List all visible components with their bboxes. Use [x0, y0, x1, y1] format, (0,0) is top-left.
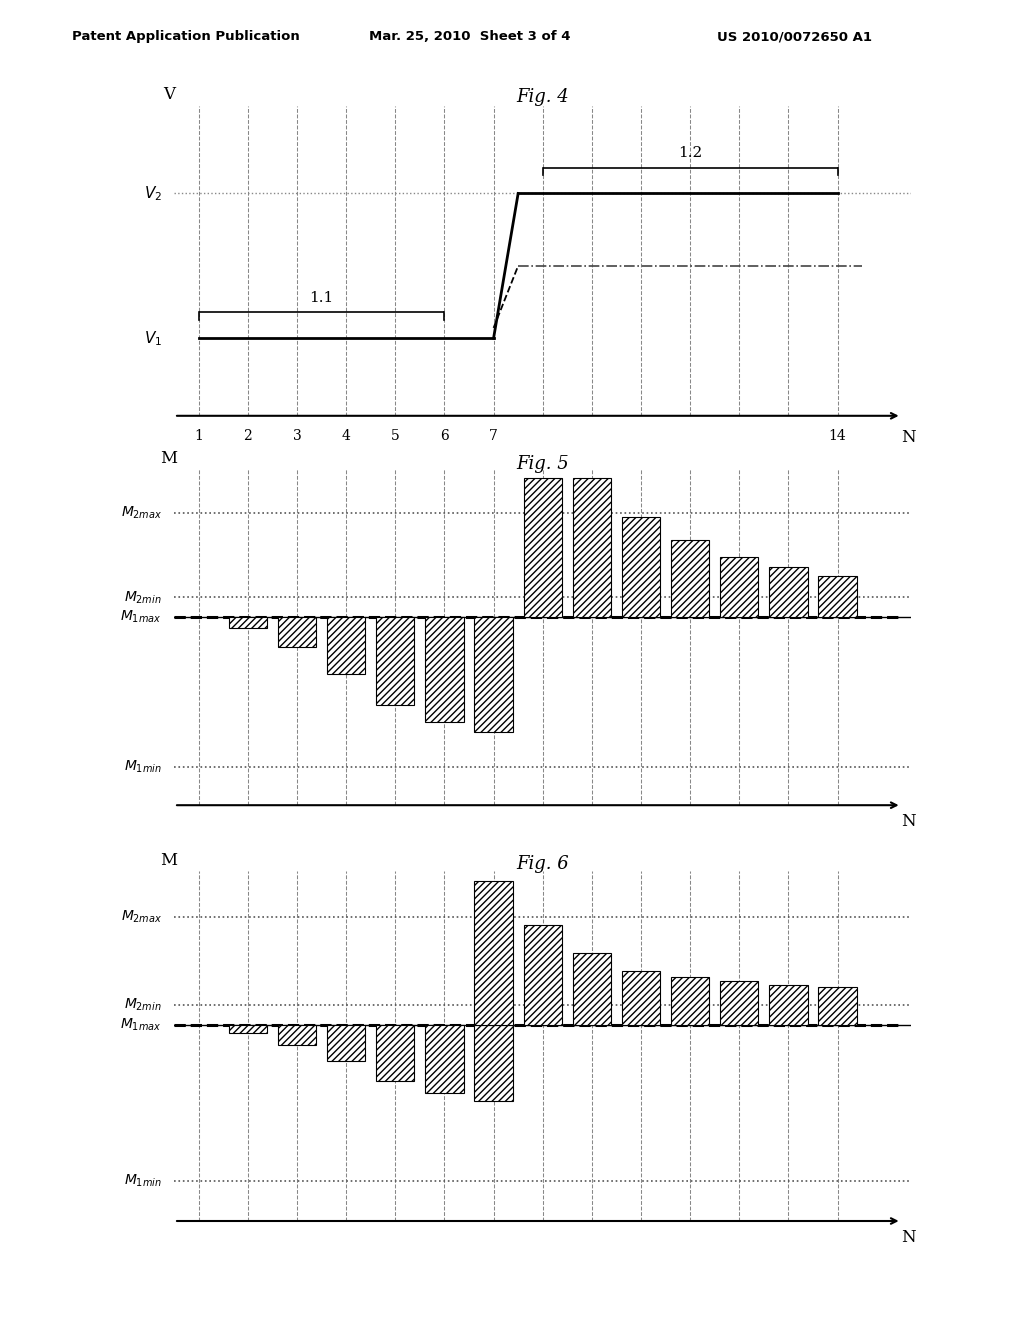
- Bar: [228, 616, 267, 628]
- Text: N: N: [901, 813, 916, 830]
- Text: $V_1$: $V_1$: [143, 329, 162, 347]
- Text: $M_{1min}$: $M_{1min}$: [124, 759, 162, 775]
- Text: $M_{1max}$: $M_{1max}$: [121, 1016, 162, 1034]
- Text: 2: 2: [244, 429, 252, 442]
- Bar: [474, 616, 513, 733]
- Bar: [720, 981, 759, 1026]
- Text: 14: 14: [828, 429, 847, 442]
- Bar: [622, 972, 660, 1026]
- Text: US 2010/0072650 A1: US 2010/0072650 A1: [717, 30, 871, 44]
- Bar: [327, 616, 366, 675]
- Text: 3: 3: [293, 429, 301, 442]
- Bar: [622, 516, 660, 616]
- Bar: [327, 1026, 366, 1061]
- Text: M: M: [161, 450, 178, 467]
- Text: $V_2$: $V_2$: [143, 185, 162, 203]
- Text: $M_{1min}$: $M_{1min}$: [124, 1173, 162, 1189]
- Bar: [376, 1026, 415, 1081]
- Text: 1: 1: [195, 429, 203, 442]
- Text: $M_{2max}$: $M_{2max}$: [121, 504, 162, 521]
- Bar: [720, 557, 759, 616]
- Text: Fig. 5: Fig. 5: [516, 455, 569, 474]
- Text: Fig. 4: Fig. 4: [516, 88, 569, 107]
- Text: 5: 5: [391, 429, 399, 442]
- Text: 6: 6: [440, 429, 449, 442]
- Bar: [572, 953, 611, 1026]
- Bar: [425, 616, 464, 722]
- Bar: [278, 616, 316, 648]
- Text: 4: 4: [342, 429, 350, 442]
- Text: V: V: [163, 86, 175, 103]
- Bar: [376, 616, 415, 705]
- Bar: [818, 987, 857, 1026]
- Bar: [572, 478, 611, 616]
- Bar: [278, 1026, 316, 1045]
- Bar: [769, 566, 808, 616]
- Text: M: M: [161, 853, 178, 869]
- Bar: [523, 925, 562, 1026]
- Bar: [769, 985, 808, 1026]
- Bar: [425, 1026, 464, 1093]
- Text: 7: 7: [489, 429, 498, 442]
- Text: N: N: [901, 429, 916, 446]
- Text: 1.1: 1.1: [309, 290, 334, 305]
- Text: Mar. 25, 2010  Sheet 3 of 4: Mar. 25, 2010 Sheet 3 of 4: [369, 30, 570, 44]
- Bar: [228, 1026, 267, 1034]
- Bar: [671, 540, 710, 616]
- Bar: [474, 1026, 513, 1101]
- Bar: [474, 882, 513, 1026]
- Text: $M_{2min}$: $M_{2min}$: [124, 589, 162, 606]
- Bar: [671, 977, 710, 1026]
- Text: $M_{2min}$: $M_{2min}$: [124, 997, 162, 1014]
- Text: N: N: [901, 1229, 916, 1246]
- Bar: [523, 478, 562, 616]
- Bar: [818, 577, 857, 616]
- Text: $M_{2max}$: $M_{2max}$: [121, 909, 162, 925]
- Text: Fig. 6: Fig. 6: [516, 855, 569, 874]
- Text: Patent Application Publication: Patent Application Publication: [72, 30, 299, 44]
- Text: 1.2: 1.2: [678, 147, 702, 160]
- Text: $M_{1max}$: $M_{1max}$: [121, 609, 162, 624]
